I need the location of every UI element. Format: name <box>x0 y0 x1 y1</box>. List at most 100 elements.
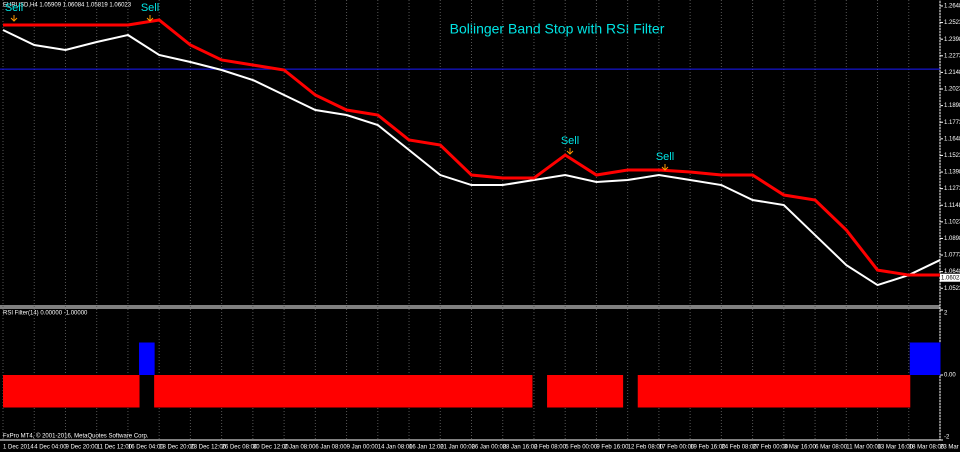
series-line <box>3 18 940 277</box>
bar <box>426 375 442 408</box>
bar <box>501 375 518 408</box>
x-tick-label: 4 Dec 04:00 <box>34 445 67 451</box>
bar <box>380 375 397 408</box>
bar <box>758 375 775 408</box>
y-tick-label: 2 <box>944 311 948 317</box>
bar <box>486 375 503 408</box>
x-tick-label: 12 Feb 08:00 <box>628 445 664 451</box>
price-label: 1.06023 <box>941 275 960 281</box>
y-tick-label: 1.23980 <box>944 37 960 43</box>
x-tick-label: 9 Dec 20:00 <box>65 445 98 451</box>
x-tick-label: 26 Jan 00:00 <box>472 445 507 451</box>
bar <box>683 375 699 408</box>
bar <box>698 375 714 408</box>
bar <box>229 375 246 408</box>
bar <box>108 375 125 408</box>
x-tick-label: 14 Jan 08:00 <box>378 445 413 451</box>
series-line <box>2 29 941 287</box>
bar <box>3 375 19 408</box>
bar <box>184 375 200 408</box>
y-tick-label: 1.26480 <box>944 4 960 10</box>
bar <box>788 375 805 408</box>
x-tick-label: 2 Feb 08:00 <box>534 445 567 451</box>
bar <box>395 375 412 408</box>
x-tick-label: 11 Mar 00:00 <box>846 445 882 451</box>
bar <box>849 375 865 408</box>
y-tick-label: 1.12730 <box>944 186 960 192</box>
arrow <box>10 15 18 22</box>
y-tick-label: 1.06480 <box>944 269 960 275</box>
bar <box>773 375 790 408</box>
x-tick-label: 30 Dec 12:00 <box>253 445 289 451</box>
bar <box>411 375 427 408</box>
x-tick-label: 2 Jan 08:00 <box>284 445 316 451</box>
arrow <box>661 164 669 171</box>
bar <box>123 375 140 408</box>
bar <box>547 375 563 408</box>
annotation: Sell <box>561 135 579 147</box>
x-tick-label: 26 Dec 08:00 <box>222 445 258 451</box>
x-tick-label: 27 Feb 00:00 <box>753 445 789 451</box>
x-tick-label: 16 Jan 12:00 <box>409 445 444 451</box>
bar <box>577 375 593 408</box>
y-tick-label: 1.16480 <box>944 136 960 142</box>
bar <box>18 375 34 408</box>
bar <box>456 375 472 408</box>
bar <box>471 375 488 408</box>
bar <box>819 375 835 408</box>
arrow <box>146 15 154 22</box>
bar <box>290 375 306 408</box>
x-tick-label: 6 Mar 08:00 <box>815 445 848 451</box>
bar <box>305 375 321 408</box>
bar <box>244 375 261 408</box>
y-tick-label: 1.11480 <box>944 203 960 209</box>
y-tick-label: 1.15230 <box>944 153 960 159</box>
bar <box>154 375 170 408</box>
bar <box>320 375 336 408</box>
bar <box>93 375 110 408</box>
y-tick-label: 1.13980 <box>944 170 960 176</box>
y-tick-label: 1.17730 <box>944 120 960 126</box>
x-tick-label: 11 Dec 12:00 <box>97 445 133 451</box>
bar <box>63 375 80 408</box>
y-tick-label: -2 <box>944 435 950 441</box>
bar <box>592 375 609 408</box>
x-tick-label: 19 Feb 16:00 <box>690 445 726 451</box>
y-tick-label: 1.10230 <box>944 219 960 225</box>
x-tick-label: 18 Mar 08:00 <box>909 445 945 451</box>
bar <box>924 342 941 375</box>
y-tick-label: 1.25230 <box>944 20 960 26</box>
bar <box>803 375 820 408</box>
annotation: Sell <box>141 2 159 14</box>
y-tick-label: 1.18980 <box>944 103 960 109</box>
y-tick-label: 1.08980 <box>944 236 960 242</box>
y-tick-label: 1.07730 <box>944 253 960 259</box>
x-tick-label: 23 Dec 12:00 <box>190 445 226 451</box>
bar <box>365 375 382 408</box>
footer: FxPro MT4, © 2001-2016, MetaQuotes Softw… <box>3 433 149 440</box>
bar <box>652 375 669 408</box>
bar <box>864 375 881 408</box>
x-tick-label: 6 Jan 08:00 <box>315 445 347 451</box>
bar <box>743 375 760 408</box>
x-tick-label: 13 Mar 16:00 <box>878 445 914 451</box>
x-tick-label: 3 Mar 16:00 <box>784 445 817 451</box>
x-tick-label: 9 Jan 00:00 <box>347 445 379 451</box>
chart-subtitle: EURUSD,H4 1.05909 1.06084 1.05819 1.0602… <box>3 3 132 9</box>
bar <box>637 375 654 408</box>
x-tick-label: 17 Feb 00:00 <box>659 445 695 451</box>
bar <box>48 375 64 408</box>
bar <box>214 375 231 408</box>
x-tick-label: 23 Mar 00:00 <box>940 445 960 451</box>
x-tick-label: 24 Feb 08:00 <box>721 445 757 451</box>
annotation: Sell <box>656 151 674 163</box>
x-tick-label: 16 Dec 04:00 <box>128 445 164 451</box>
annotation: Sell <box>5 2 23 14</box>
bar <box>33 375 49 408</box>
bar <box>607 375 624 408</box>
y-tick-label: 1.21480 <box>944 70 960 76</box>
bar <box>199 375 216 408</box>
bar <box>441 375 457 408</box>
x-tick-label: 9 Feb 16:00 <box>596 445 629 451</box>
